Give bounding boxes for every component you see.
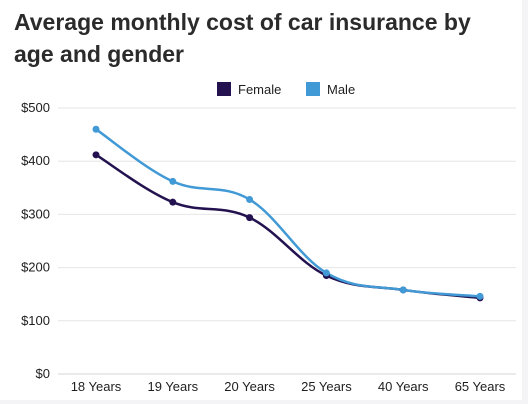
x-tick-label: 20 Years	[224, 379, 275, 394]
y-axis: $0 $100 $200 $300 $400 $500	[21, 100, 50, 381]
y-tick-label: $100	[21, 313, 50, 328]
female-data-point	[246, 214, 254, 222]
x-tick-label: 65 Years	[455, 379, 506, 394]
male-data-point	[476, 292, 484, 300]
x-tick-label: 40 Years	[378, 379, 429, 394]
x-tick-label: 25 Years	[301, 379, 352, 394]
male-series-line	[95, 128, 481, 298]
x-axis: 18 Years 19 Years 20 Years 25 Years 40 Years…	[71, 379, 506, 394]
series-points	[92, 125, 484, 302]
male-data-point	[246, 196, 254, 204]
male-data-point	[169, 177, 177, 185]
y-tick-label: $200	[21, 260, 50, 275]
male-legend-label: Male	[327, 82, 355, 97]
y-tick-label: $500	[21, 100, 50, 115]
male-legend-swatch	[306, 82, 320, 96]
x-tick-label: 18 Years	[71, 379, 122, 394]
male-data-point	[322, 269, 330, 277]
gridlines	[58, 107, 516, 375]
y-tick-label: $0	[36, 366, 50, 381]
male-data-point	[92, 125, 100, 133]
y-tick-label: $300	[21, 206, 50, 221]
female-legend-label: Female	[238, 82, 281, 97]
y-tick-label: $400	[21, 153, 50, 168]
female-data-point	[92, 151, 100, 159]
chart-title: Average monthly cost of car insurance by…	[14, 9, 471, 67]
x-tick-label: 19 Years	[147, 379, 198, 394]
female-series-line	[95, 153, 481, 300]
male-data-point	[399, 286, 407, 294]
female-data-point	[169, 198, 177, 206]
female-legend-swatch	[217, 82, 231, 96]
legend: Female Male	[217, 82, 355, 97]
series-lines	[95, 128, 481, 300]
